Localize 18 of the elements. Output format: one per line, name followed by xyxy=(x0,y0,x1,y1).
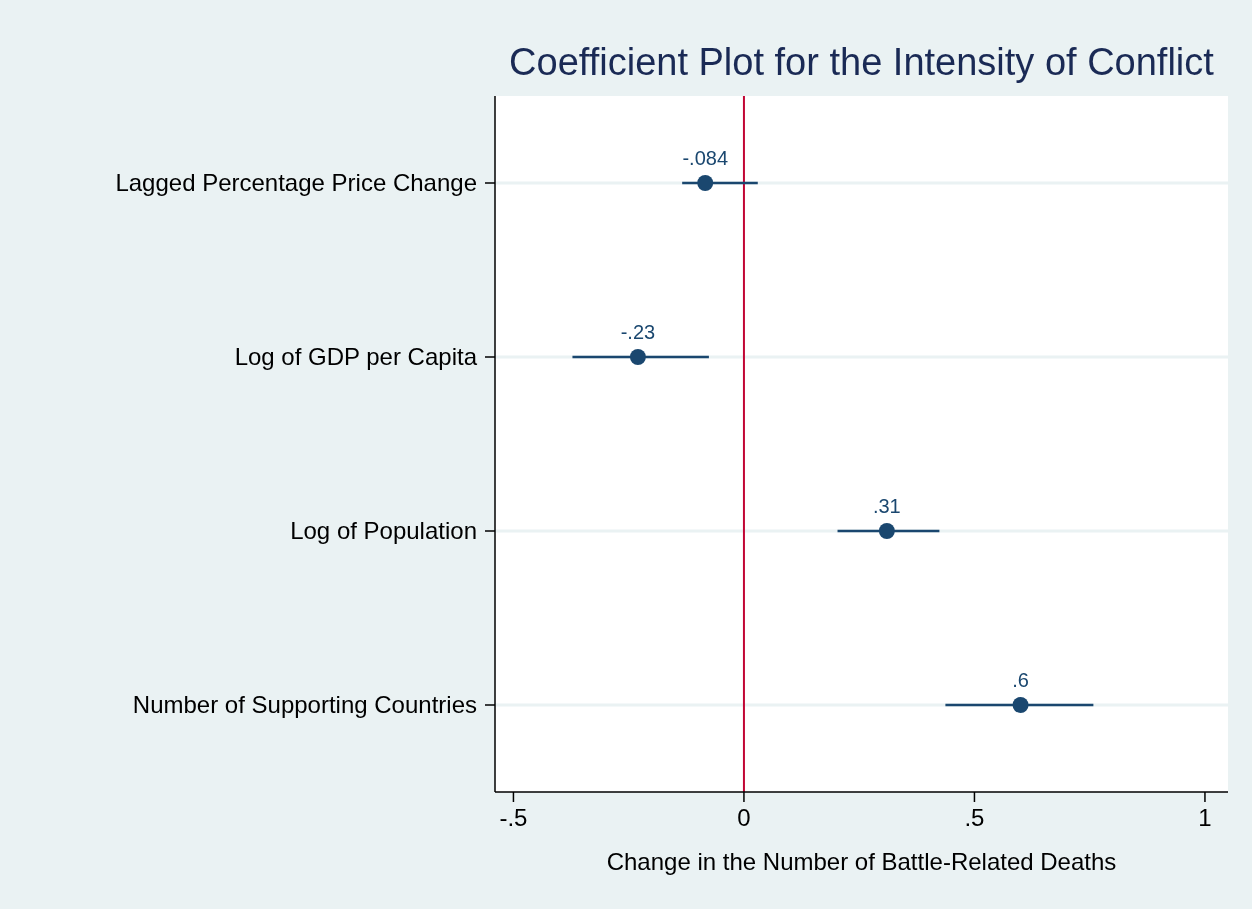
data-label: -.23 xyxy=(620,321,656,343)
x-axis-title: Change in the Number of Battle-Related Deaths xyxy=(606,848,1117,875)
data-label: -.084 xyxy=(682,147,729,169)
chart-title: Coefficient Plot for the Intensity of Conflict xyxy=(509,41,1215,83)
point xyxy=(1012,697,1029,713)
point xyxy=(697,175,714,191)
y-tick-label: Number of Supporting Countries xyxy=(132,691,477,718)
x-tick-label: -.5 xyxy=(499,804,528,831)
point xyxy=(629,349,646,365)
data-label: .6 xyxy=(1012,669,1029,691)
y-tick-label: Lagged Percentage Price Change xyxy=(115,169,477,196)
x-tick-label: 0 xyxy=(737,804,751,831)
x-tick-label: 1 xyxy=(1198,804,1212,831)
data-label: .31 xyxy=(872,495,901,517)
y-tick-label: Log of GDP per Capita xyxy=(234,343,478,370)
y-tick-label: Log of Population xyxy=(290,517,477,544)
point xyxy=(878,523,895,539)
x-tick-label: .5 xyxy=(964,804,985,831)
